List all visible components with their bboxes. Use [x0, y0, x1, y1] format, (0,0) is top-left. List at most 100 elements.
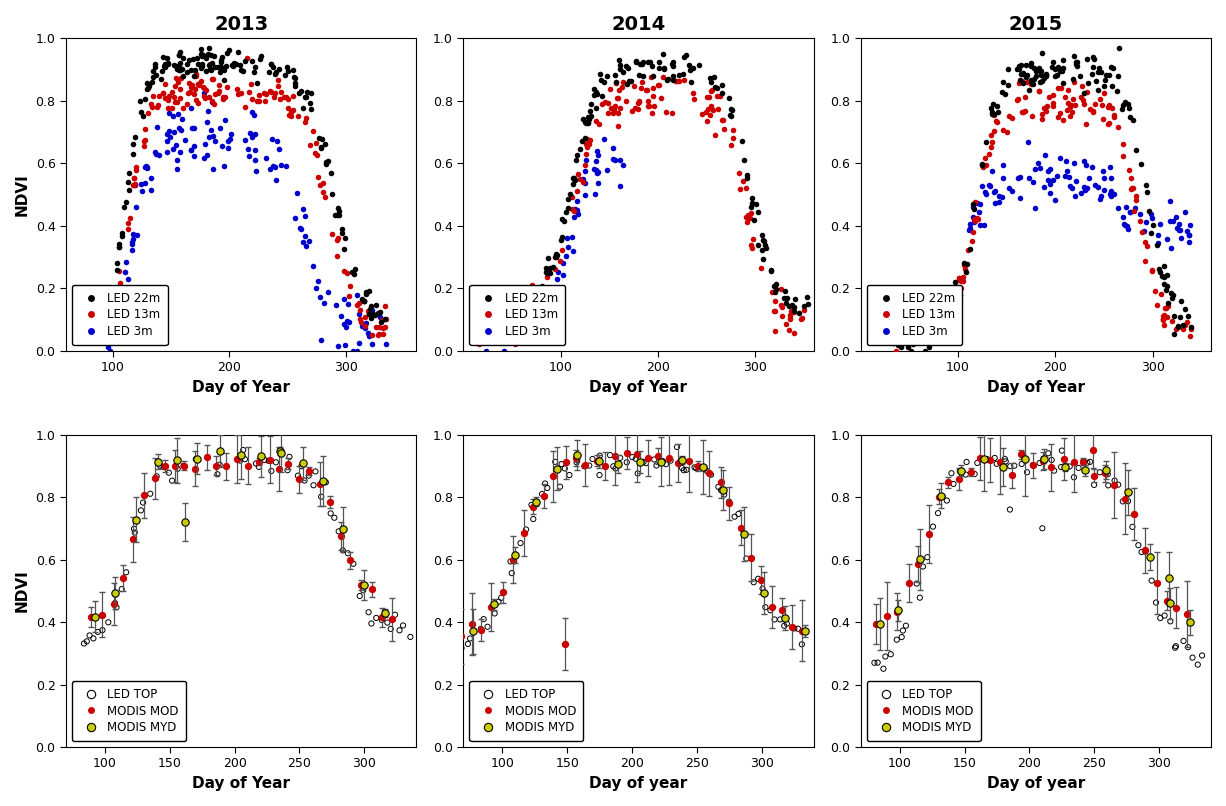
Point: [792, 638, 812, 650]
Point: [481, 310, 500, 322]
Point: [965, 215, 984, 228]
Point: [255, 454, 275, 467]
Point: [195, 86, 215, 99]
Point: [742, 201, 761, 214]
Point: [531, 294, 550, 307]
Point: [367, 299, 386, 312]
Point: [92, 608, 112, 621]
Point: [168, 154, 188, 167]
Point: [1176, 206, 1195, 219]
Point: [394, 619, 413, 632]
Point: [1010, 170, 1030, 183]
Point: [472, 331, 492, 344]
Point: [766, 305, 786, 318]
Point: [1162, 289, 1182, 301]
Point: [912, 335, 932, 348]
Point: [904, 330, 923, 343]
Point: [552, 243, 571, 256]
Point: [169, 49, 189, 62]
Point: [536, 265, 555, 278]
Point: [954, 259, 973, 272]
Point: [588, 117, 608, 130]
Point: [500, 309, 520, 322]
Point: [281, 106, 300, 118]
Point: [288, 469, 308, 482]
Point: [243, 106, 262, 118]
Point: [159, 466, 179, 479]
Point: [216, 114, 235, 127]
Point: [533, 291, 553, 304]
Point: [292, 222, 311, 235]
Point: [864, 656, 884, 669]
Point: [1146, 596, 1166, 609]
Point: [723, 123, 743, 136]
Point: [482, 303, 501, 316]
Point: [276, 90, 295, 103]
Point: [642, 89, 662, 102]
Point: [894, 330, 913, 343]
Point: [509, 297, 528, 310]
Point: [242, 77, 261, 90]
Point: [928, 322, 948, 335]
Point: [902, 322, 922, 334]
Point: [417, 640, 436, 653]
Point: [937, 322, 956, 335]
Point: [1089, 62, 1108, 75]
Point: [700, 108, 720, 121]
Point: [624, 79, 644, 92]
Point: [588, 148, 608, 161]
Point: [430, 646, 450, 659]
Point: [690, 59, 710, 72]
Point: [1090, 466, 1110, 479]
Point: [976, 185, 996, 198]
Point: [901, 310, 921, 323]
Point: [684, 92, 704, 105]
Point: [1155, 609, 1175, 622]
Point: [720, 496, 739, 509]
Point: [92, 322, 112, 334]
Point: [201, 123, 221, 136]
Point: [1101, 188, 1121, 201]
Legend: LED 22m, LED 13m, LED 3m: LED 22m, LED 13m, LED 3m: [72, 285, 168, 345]
Point: [515, 318, 535, 330]
Point: [170, 63, 190, 76]
Point: [1030, 162, 1049, 175]
Point: [916, 320, 935, 333]
Point: [164, 126, 184, 139]
Point: [533, 284, 553, 297]
Point: [497, 319, 516, 332]
Point: [1161, 615, 1181, 628]
Point: [511, 537, 531, 550]
Point: [484, 598, 504, 611]
Point: [1024, 175, 1043, 188]
Point: [145, 57, 164, 70]
Point: [185, 139, 205, 152]
Point: [550, 255, 570, 268]
Point: [603, 107, 623, 120]
Point: [604, 154, 624, 167]
Point: [510, 326, 530, 339]
Point: [1072, 90, 1091, 103]
Point: [552, 458, 571, 471]
Point: [408, 649, 428, 662]
Point: [470, 322, 489, 334]
Point: [375, 313, 395, 326]
Point: [199, 59, 218, 72]
Point: [939, 476, 959, 488]
Point: [725, 510, 744, 523]
Point: [245, 60, 265, 73]
Point: [104, 301, 124, 314]
Point: [636, 84, 656, 97]
Point: [467, 306, 487, 319]
Point: [99, 304, 119, 317]
Point: [1091, 93, 1111, 106]
Point: [911, 553, 931, 566]
Point: [1070, 187, 1090, 200]
Point: [327, 250, 347, 263]
Point: [1025, 202, 1045, 214]
Point: [107, 264, 126, 276]
Point: [113, 229, 132, 242]
Point: [946, 289, 966, 302]
Point: [184, 69, 204, 82]
Point: [501, 567, 521, 580]
